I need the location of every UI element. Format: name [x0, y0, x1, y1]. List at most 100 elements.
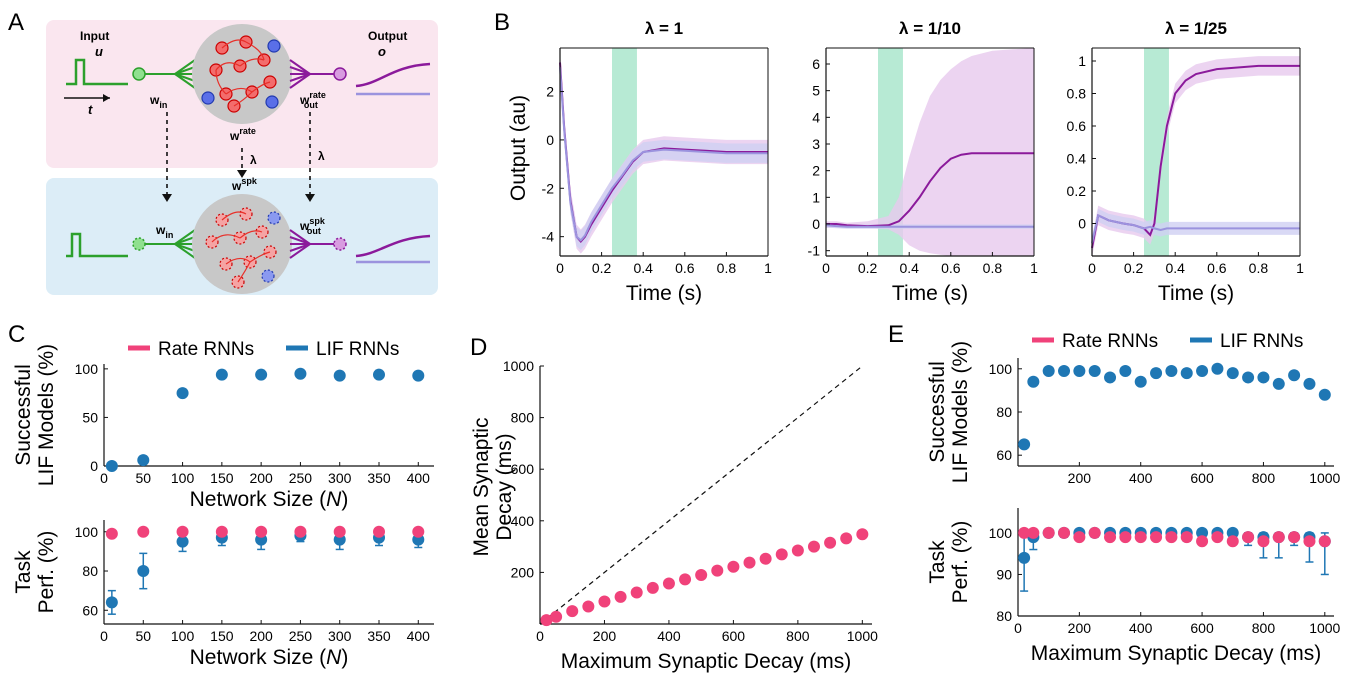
d-xtick-label: 400 [657, 628, 681, 644]
input-pulse-rate [66, 58, 128, 86]
output-fan-spiking [289, 229, 334, 259]
e-bottom-ytick-label: 100 [989, 525, 1013, 541]
e-top-ytick-label: 80 [996, 404, 1012, 420]
c-bottom-ytick-label: 60 [82, 602, 98, 618]
c-bottom-rate-point [255, 525, 268, 538]
chart-e-bottom: 0 200 400 600 800 1000 80 90 100 Maximum Synaptic… [926, 508, 1341, 665]
c-bottom-ylabel-line: Perf. (%) [35, 531, 58, 614]
panel-c: C 0 50 100 150 200 250 300 350 400 0 50 100 Rate RNN… [8, 321, 434, 669]
panel-d: D 0 200 400 600 800 1000 200 400 600 800 1000 Maxim… [470, 334, 878, 673]
input-pulse-spiking [66, 232, 128, 258]
transfer-arrows [166, 112, 311, 196]
d-rate-point [630, 586, 643, 599]
B3-ytick-label: 0 [1078, 216, 1086, 232]
c-bottom-xtick-label: 0 [100, 628, 108, 644]
c-top-xtick-label: 350 [367, 470, 391, 486]
e-top-lif-point [1288, 369, 1301, 382]
c-bottom-ytick-label: 80 [82, 563, 98, 579]
B2-ytick-label: 5 [812, 83, 820, 99]
e-bottom-lif-point [1196, 526, 1209, 539]
d-rate-point [582, 600, 595, 613]
c-top-lif-point [176, 387, 189, 400]
panel-label-d: D [470, 334, 487, 361]
d-rate-point [540, 614, 553, 627]
e-top-lif-point [1104, 371, 1117, 384]
rate-inhibitory-neurons [201, 39, 281, 109]
e-top-lif-point [1242, 371, 1255, 384]
c-bottom-xtick-label: 400 [407, 628, 431, 644]
panel-label-e: E [888, 321, 904, 348]
c-bottom-lif-point [137, 565, 150, 578]
B1-ytick-label: 2 [546, 84, 554, 100]
c-bottom-xtick-label: 300 [328, 628, 352, 644]
e-top-lif-point [1165, 364, 1178, 377]
output-curve-rate [355, 62, 431, 88]
output-variable: o [378, 44, 386, 59]
B1-ytick-label: 0 [546, 132, 554, 148]
B2-title: λ = 1/10 [899, 19, 961, 38]
c-top-ytick-label: 0 [90, 458, 98, 474]
c-bottom-lif-point [105, 596, 118, 609]
c-bottom-xtick-label: 200 [249, 628, 273, 644]
e-top-lif-point [1058, 364, 1071, 377]
e-bottom-rate-point [1042, 526, 1055, 539]
e-top-lif-point [1088, 364, 1101, 377]
input-fan-spiking [145, 229, 196, 259]
chart-e-top: 200 400 600 800 1000 60 80 100 Rate RNNs LIF RNNs… [926, 331, 1341, 486]
output-curve-spiking [355, 234, 431, 258]
c-top-ylabel: SuccessfulLIF Models (%) [12, 344, 58, 486]
B2-ytick-label: 6 [812, 56, 820, 72]
e-top-lif-point [1119, 364, 1132, 377]
c-top-xlabel-part: Network Size ( [190, 488, 327, 511]
e-bottom-rate-point [1318, 535, 1331, 548]
B3-series-2-line [1091, 213, 1300, 244]
e-top-xtick-label: 600 [1190, 470, 1214, 486]
c-top-lif-point [333, 369, 346, 382]
w-in-rate-label: win [149, 93, 167, 110]
e-top-ylabel-line: LIF Models (%) [949, 341, 972, 483]
e-top-xtick-label: 200 [1068, 470, 1092, 486]
c-bottom-xlabel: Network Size (N) [190, 646, 349, 669]
c-top-ytick-label: 50 [82, 409, 98, 425]
e-top-lif-point [1211, 362, 1224, 375]
panel-label-c: C [8, 321, 25, 348]
e-top-lif-point [1303, 377, 1316, 390]
e-top-lif-point [1073, 364, 1086, 377]
e-bottom-rate-point [1272, 531, 1285, 544]
c-legend-rate-label: Rate RNNs [158, 339, 254, 360]
B1-xtick-label: 1 [764, 260, 772, 276]
B2-xtick-label: 0.6 [941, 260, 961, 276]
e-bottom-rate-point [1303, 535, 1316, 548]
B2-series-1-band [826, 48, 1034, 256]
e-bottom-rate-point [1058, 526, 1071, 539]
spiking-inhibitory-neurons [261, 211, 281, 283]
d-ylabel-line: Decay (ms) [493, 433, 516, 540]
B1-ytick-label: -4 [542, 229, 555, 245]
e-top-xtick-label: 400 [1129, 470, 1153, 486]
time-variable: t [88, 102, 93, 117]
c-bottom-xtick-label: 50 [135, 628, 151, 644]
c-top-xlabel: Network Size (N) [190, 488, 349, 511]
c-bottom-xlabel-part: ) [341, 646, 348, 669]
w-out-rate-label: wrate out [299, 90, 326, 110]
output-node-rate [333, 67, 347, 81]
output-fan-rate [289, 59, 334, 89]
c-bottom-ylabel-line: Task [12, 550, 35, 594]
panel-label-b: B [494, 9, 510, 36]
B1-title: λ = 1 [645, 19, 683, 38]
B1-xtick-label: 0.2 [592, 260, 612, 276]
e-legend-rate-label: Rate RNNs [1062, 331, 1158, 352]
B2-ytick-label: 3 [812, 136, 820, 152]
B3-xtick-label: 1 [1296, 260, 1304, 276]
chart-d: 0 200 400 600 800 1000 200 400 600 800 1000 Maximum… [470, 358, 878, 673]
c-top-xtick-label: 150 [210, 470, 234, 486]
B3-ytick-label: 0.4 [1067, 151, 1087, 167]
B1-series-2-line [559, 67, 768, 242]
B2-xtick-label: 0.2 [858, 260, 878, 276]
d-rate-point [598, 595, 611, 608]
d-rate-point [775, 548, 788, 561]
e-top-lif-point [1196, 364, 1209, 377]
e-bottom-rate-point [1104, 531, 1117, 544]
B2-xtick-label: 0 [822, 260, 830, 276]
B3-ytick-label: 1 [1078, 53, 1086, 69]
